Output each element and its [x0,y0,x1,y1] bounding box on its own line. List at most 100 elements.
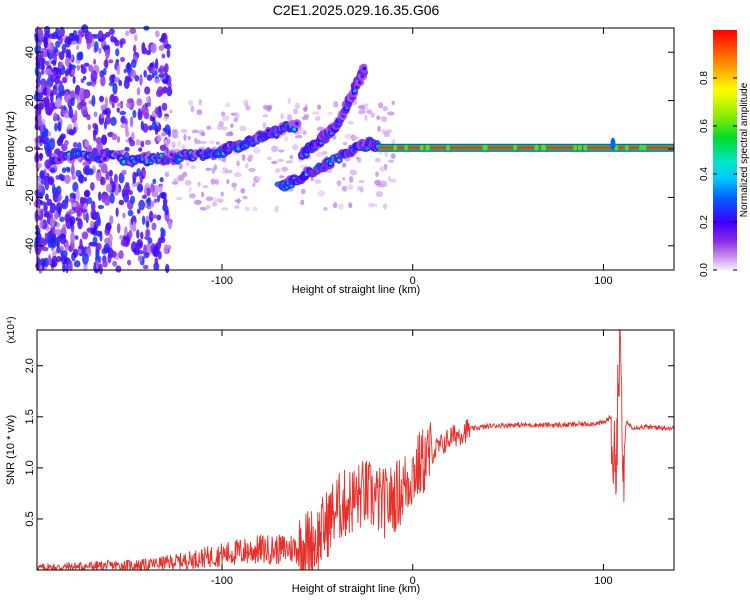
spectrogram-blob [316,126,325,131]
spectrogram-blob [266,156,272,161]
ridge-blob-core [124,153,129,158]
spectrogram-blob [221,111,226,117]
spectrogram-blob [148,210,154,223]
spectrogram-blob [62,262,66,273]
spectrogram-blob [76,64,81,71]
spectrogram-blob [166,48,171,58]
spectrogram-blobs [33,24,397,275]
colorbar-ticks: 0.0 0.2 0.4 0.6 0.8 [699,71,737,277]
spectrogram-blob [160,191,167,200]
spectrogram-blob [109,192,115,204]
spectrogram-blob [65,48,70,59]
spectrogram-blob [86,227,93,233]
spectrogram-blob [222,167,228,171]
spectrogram-blob [221,207,229,211]
spectrogram-blob [191,129,199,134]
spectrogram-blob [49,167,56,174]
spectrogram-blob [82,252,89,265]
spectrogram-blob [47,37,51,50]
spectrogram-blob [233,172,242,178]
spectrogram-blob [150,42,157,54]
spectrogram-blob [50,241,57,249]
spectrogram-y-label: Frequency (Hz) [5,111,17,187]
spectrogram-blob [121,169,127,176]
spectrogram-blob [90,200,96,212]
spectrogram-blob [205,204,211,210]
spectrogram-blob [169,109,173,114]
spectrogram-blob [58,26,65,38]
spectrogram-blob [56,185,62,196]
ridge-knot [534,144,539,151]
spectrogram-blob [294,135,303,139]
spectrogram-blob [56,97,62,108]
spectrogram-x-ticks: -100 0 100 [211,28,613,287]
spectrogram-blob [118,199,125,206]
spectrogram-blob [59,233,67,245]
spectrogram-blob [47,146,52,159]
spectrogram-blob [106,222,112,231]
spectrogram-blob [144,186,148,198]
spectrogram-blob [79,196,85,204]
spectrogram-blob [140,120,144,131]
spectrogram-blob [83,176,88,182]
spectrogram-blob [225,132,234,137]
spectrogram-blob [144,139,152,146]
x-tick-label: 100 [594,575,612,587]
colorbar-label: Normalized spectral amplitude [739,82,750,217]
spectrogram-blob [120,238,127,247]
ridge-knot [513,144,518,151]
spectrogram-blob [105,171,110,181]
spectrogram-blob [87,168,94,175]
spectrogram-blob [129,28,137,34]
spectrogram-blob [323,206,328,211]
spectrogram-blob [146,74,153,81]
spectrogram-blob [159,144,167,152]
spectrogram-blob [104,200,109,206]
spectrogram-blob [252,206,258,212]
spectrogram-blob [161,102,168,111]
spectrogram-blob [72,181,79,193]
ridge-knot [639,144,644,151]
snr-y-ticks: 0.5 1.0 1.5 2.0 [24,358,674,527]
ridge-blob-core [357,80,362,85]
spectrogram-blob [39,137,44,143]
snr-x-label: Height of straight line (km) [292,583,420,595]
spectrogram-blob [233,186,237,191]
spectrogram-blob [287,97,292,105]
spectrogram-blob [357,185,361,192]
ridge-knot [624,144,629,151]
spectrogram-blob [289,154,293,160]
spectrogram-blob [93,58,97,65]
spectrogram-blob [132,171,137,182]
spectrogram-blob [384,150,389,157]
spectrogram-blob [156,214,162,221]
spectrogram-blob [199,206,207,211]
spectrogram-blob [138,199,146,211]
spectrogram-blob [94,123,99,136]
spectrogram-blob [147,237,153,245]
spectrogram-blob [344,133,352,139]
spectrogram-blob [188,193,196,199]
spectrogram-blob [125,102,131,108]
spectrogram-blob [132,44,137,53]
spectrogram-blob [50,73,58,83]
spectrogram-blob [35,162,43,169]
spectrogram-blob [158,105,162,113]
spectrogram-blob [271,145,279,153]
spectrogram-blob [98,263,103,275]
ridge-knot [573,144,578,151]
spectrogram-blob [294,102,300,110]
spectrogram-blob [230,123,234,128]
spectrogram-blob [158,73,165,78]
spectrogram-blob [187,135,191,141]
spectrogram-blob [332,100,339,108]
spectrogram-blob [158,45,165,51]
spectrogram-blob [46,234,52,245]
spectrogram-blob [201,191,205,198]
spectrogram-blob [86,196,93,205]
spectrogram-blob [347,120,354,125]
spectrogram-blob [247,154,254,160]
spectrogram-blob [91,94,96,107]
spectrogram-blob [119,110,127,116]
spectrogram-blob [248,167,256,173]
